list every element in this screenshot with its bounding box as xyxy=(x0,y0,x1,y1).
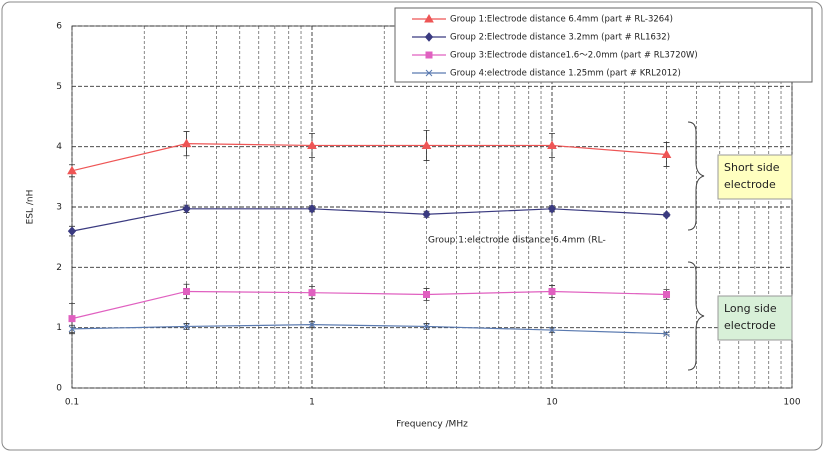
marker xyxy=(548,287,556,295)
legend: Group 1:Electrode distance 6.4mm (part #… xyxy=(394,7,813,83)
y-tick-label: 3 xyxy=(56,203,62,213)
annotation-text: electrode xyxy=(724,319,776,332)
series-line xyxy=(71,324,667,335)
marker xyxy=(663,330,670,338)
marker xyxy=(68,315,76,323)
series-line xyxy=(71,208,667,232)
annotation-text: electrode xyxy=(724,178,776,191)
annotation-box xyxy=(717,295,793,341)
x-axis-label: Frequency /MHz xyxy=(396,420,468,430)
annotation-text: Long side xyxy=(724,302,777,315)
legend-box xyxy=(394,7,813,83)
marker xyxy=(661,149,672,159)
y-axis-label: ESL /nH xyxy=(26,190,36,225)
legend-marker xyxy=(424,13,434,23)
y-tick-label: 2 xyxy=(56,263,62,273)
legend-marker xyxy=(424,32,434,42)
y-tick-label: 0 xyxy=(56,384,62,394)
marker xyxy=(67,165,77,175)
marker xyxy=(662,210,671,220)
marker xyxy=(547,204,557,214)
brace xyxy=(687,121,705,231)
marker xyxy=(307,204,317,214)
marker xyxy=(422,209,431,219)
note: Group 1:electrode distance 6.4mm (RL- xyxy=(428,236,606,246)
marker xyxy=(68,325,76,333)
legend-label: Group 1:Electrode distance 6.4mm (part #… xyxy=(450,15,673,25)
legend-marker xyxy=(425,69,433,77)
marker xyxy=(182,204,191,214)
marker xyxy=(423,323,430,330)
marker xyxy=(548,326,556,334)
marker xyxy=(183,323,190,330)
marker xyxy=(67,226,77,236)
marker xyxy=(308,289,316,297)
marker xyxy=(421,140,432,149)
marker xyxy=(547,140,557,149)
legend-label: Group 4:electrode distance 1.25mm (part … xyxy=(450,69,681,79)
series-line xyxy=(71,143,667,172)
marker xyxy=(183,287,191,295)
marker xyxy=(181,138,192,148)
series-line xyxy=(71,290,667,320)
y-tick-label: 4 xyxy=(56,142,62,152)
y-tick-label: 6 xyxy=(56,22,62,32)
y-tick-label: 1 xyxy=(56,323,62,333)
x-tick-label: 1 xyxy=(309,398,315,408)
x-tick-label: 0.1 xyxy=(65,398,79,408)
marker xyxy=(663,290,671,298)
brace xyxy=(687,261,705,371)
x-tick-label: 100 xyxy=(783,398,800,408)
legend-marker xyxy=(425,51,433,59)
y-tick-label: 5 xyxy=(56,82,62,92)
annotation-text: Short side xyxy=(724,161,780,174)
annotation-box xyxy=(717,154,793,200)
marker xyxy=(308,321,316,329)
x-tick-label: 10 xyxy=(546,398,558,408)
legend-label: Group 2:Electrode distance 3.2mm (part #… xyxy=(450,33,670,43)
marker xyxy=(307,140,317,149)
marker xyxy=(423,290,431,298)
legend-label: Group 3:Electrode distance1.6～2.0mm (par… xyxy=(450,51,698,61)
